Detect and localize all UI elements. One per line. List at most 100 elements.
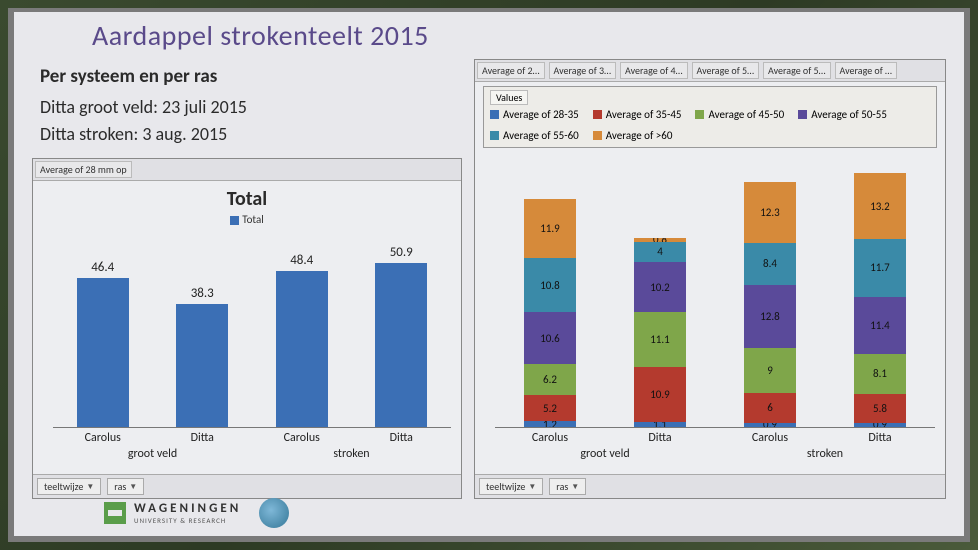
x-group-label: stroken [252,447,451,461]
x-group-label: groot veld [53,447,252,461]
bar-group: 46.4 [53,234,153,427]
stacked-chart-tab[interactable]: Average of 5… [763,62,831,79]
wageningen-sub: UNIVERSITY & RESEARCH [134,516,241,525]
bar-segment: 5.2 [524,395,576,421]
page-title: Aardappel strokenteelt 2015 [92,18,946,53]
left-column: Per systeem en per ras Ditta groot veld:… [32,59,462,499]
bar-value-label: 50.9 [390,245,413,260]
stacked-chart-tab[interactable]: Average of 3… [549,62,617,79]
bar-group: 38.3 [153,234,253,427]
bar-value-label: 48.4 [290,253,313,268]
bar-segment: 1.2 [524,421,576,427]
chevron-down-icon: ▼ [528,482,536,492]
stacked-chart-tabs: Average of 2…Average of 3…Average of 4…A… [475,60,945,82]
poster-board: Aardappel strokenteelt 2015 Per systeem … [8,8,970,542]
stacked-chart-controls: teeltwijze ▼ ras ▼ [475,474,945,498]
x-group-label: groot veld [495,447,715,461]
bar-value-label: 38.3 [191,286,214,301]
bar-segment: 11.7 [854,239,906,297]
filter-dropdown[interactable]: teeltwijze ▼ [479,478,543,495]
bar-segment: 10.9 [634,367,686,421]
values-box-title: Values [490,90,528,105]
bar-segment: 10.8 [524,258,576,312]
total-chart-legend: Total [33,213,461,226]
legend-item: Average of 55-60 [490,129,579,142]
total-chart-plot: 46.4 38.3 48.4 50.9 [53,234,451,428]
legend-item: Average of 28-35 [490,108,579,121]
filter-dropdown[interactable]: ras ▼ [107,478,144,495]
bar-segment: 11.4 [854,297,906,354]
legend-item: Average of 50-55 [798,108,887,121]
info-line-2: Ditta stroken: 3 aug. 2015 [40,121,454,148]
total-chart-tab[interactable]: Average of 28 mm op [35,161,132,178]
legend-swatch [593,131,602,140]
stacked-chart-xaxis: CarolusDittaCarolusDitta groot veldstrok… [495,428,935,474]
stacked-chart-tab[interactable]: Average of … [835,62,897,79]
legend-label: Average of >60 [606,129,673,142]
bar-value-label: 46.4 [91,260,114,275]
bar-group: 0.96912.88.412.3 [715,154,825,427]
stacked-chart-tab[interactable]: Average of 4… [620,62,688,79]
legend-label: Average of 35-45 [606,108,682,121]
legend-swatch [490,110,499,119]
legend-item: Average of 45-50 [695,108,784,121]
info-line-2-value: 3 aug. 2015 [142,123,227,145]
x-label: Ditta [352,428,452,445]
chevron-down-icon: ▼ [129,482,137,492]
stacked-chart-tab[interactable]: Average of 5… [692,62,760,79]
stacked-chart-plot: 1.25.26.210.610.811.91.110.911.110.240.8… [495,154,935,428]
total-chart-controls: teeltwijze ▼ ras ▼ [33,474,461,498]
bar-segment: 10.6 [524,312,576,365]
bar-segment: 12.8 [744,285,796,349]
filter-dropdown[interactable]: ras ▼ [549,478,586,495]
bar-group: 0.95.88.111.411.713.2 [825,154,935,427]
bar-group: 48.4 [252,234,352,427]
x-label: Carolus [252,428,352,445]
bar-segment: 8.4 [744,243,796,285]
legend-label: Average of 55-60 [503,129,579,142]
total-chart-tabs: Average of 28 mm op [33,159,461,181]
bar-segment: 9 [744,348,796,393]
x-label: Ditta [605,428,715,445]
bar-segment: 1.1 [634,422,686,427]
stacked-chart-panel: Average of 2…Average of 3…Average of 4…A… [474,59,946,499]
total-legend-label: Total [242,213,264,226]
stacked-bar: 0.95.88.111.411.713.2 [854,173,906,427]
legend-swatch [798,110,807,119]
legend-item: Average of >60 [593,129,673,142]
total-chart-title: Total [33,187,461,211]
bar-segment: 10.2 [634,262,686,313]
x-label: Ditta [153,428,253,445]
legend-swatch [593,110,602,119]
right-column: Average of 2…Average of 3…Average of 4…A… [474,59,946,499]
wageningen-mark-icon [104,502,126,524]
info-line-1-value: 23 juli 2015 [162,96,247,118]
logos-row: WAGENINGEN UNIVERSITY & RESEARCH [104,498,289,528]
x-label: Carolus [715,428,825,445]
bar: 46.4 [77,278,129,427]
info-line-1-label: Ditta groot veld: [40,96,158,118]
bar: 48.4 [276,271,328,427]
bar-segment: 11.1 [634,312,686,367]
bar-segment: 13.2 [854,173,906,239]
wageningen-name: WAGENINGEN [134,501,241,516]
legend-swatch [695,110,704,119]
bar-segment: 6.2 [524,364,576,395]
stacked-bar: 0.96912.88.412.3 [744,182,796,427]
info-block: Per systeem en per ras Ditta groot veld:… [32,59,462,158]
total-legend-swatch [230,216,239,225]
bar-group: 50.9 [352,234,452,427]
chevron-down-icon: ▼ [571,482,579,492]
bar-segment: 8.1 [854,354,906,394]
info-heading: Per systeem en per ras [40,65,454,88]
bar-segment: 4 [634,242,686,262]
info-line-2-label: Ditta stroken: [40,123,138,145]
total-chart-panel: Average of 28 mm op Total Total 46.4 38.3… [32,158,462,499]
stacked-bar: 1.110.911.110.240.8 [634,238,686,427]
x-group-label: stroken [715,447,935,461]
filter-dropdown[interactable]: teeltwijze ▼ [37,478,101,495]
stacked-chart-tab[interactable]: Average of 2… [477,62,545,79]
bar: 38.3 [176,304,228,427]
bar-segment: 11.9 [524,199,576,258]
stacked-bar: 1.25.26.210.610.811.9 [524,199,576,427]
